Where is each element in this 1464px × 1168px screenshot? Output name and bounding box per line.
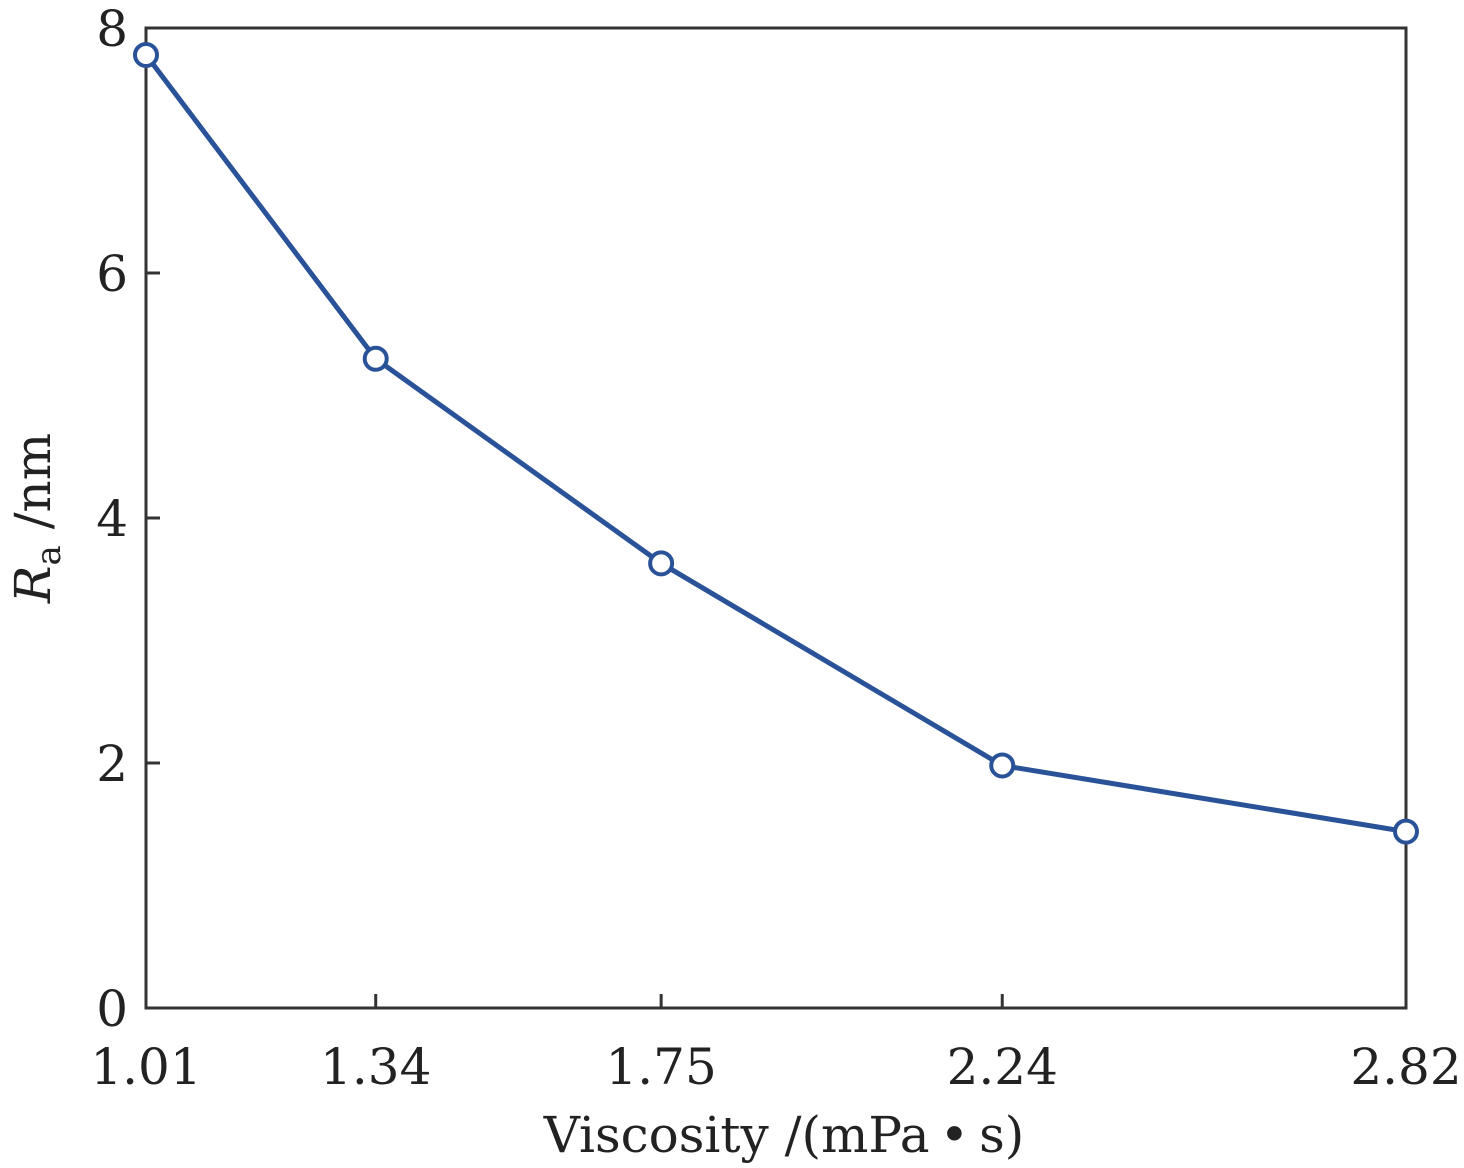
data-point — [362, 345, 389, 372]
series-markers — [133, 41, 1419, 845]
y-tick-label: 2 — [96, 735, 128, 793]
y-axis-subscript: a — [29, 545, 69, 565]
data-point — [648, 550, 675, 577]
y-axis-symbol: R — [4, 565, 62, 604]
x-axis-title: Viscosity /(mPa • s) — [543, 1106, 1024, 1164]
y-tick-label: 0 — [96, 980, 128, 1038]
y-tick-label: 8 — [96, 0, 128, 58]
data-point — [1393, 818, 1419, 845]
x-axis-ticks: 1.01 1.34 1.75 2.24 2.82 — [90, 994, 1462, 1096]
y-axis-unit: /nm — [4, 433, 62, 545]
y-axis-ticks: 0 2 4 6 8 — [96, 0, 160, 1038]
y-axis-title: Ra /nm — [4, 433, 69, 604]
y-tick-label: 6 — [96, 245, 128, 303]
y-tick-label: 4 — [96, 490, 128, 548]
x-tick-label: 1.34 — [320, 1038, 431, 1096]
series-line — [144, 53, 1407, 835]
plot-frame — [144, 26, 1408, 1010]
data-point — [989, 752, 1016, 779]
data-point — [133, 41, 159, 68]
x-tick-label: 1.01 — [90, 1038, 201, 1096]
x-tick-label: 2.24 — [947, 1038, 1058, 1096]
x-tick-label: 2.82 — [1350, 1038, 1461, 1096]
x-tick-label: 1.75 — [605, 1038, 716, 1096]
